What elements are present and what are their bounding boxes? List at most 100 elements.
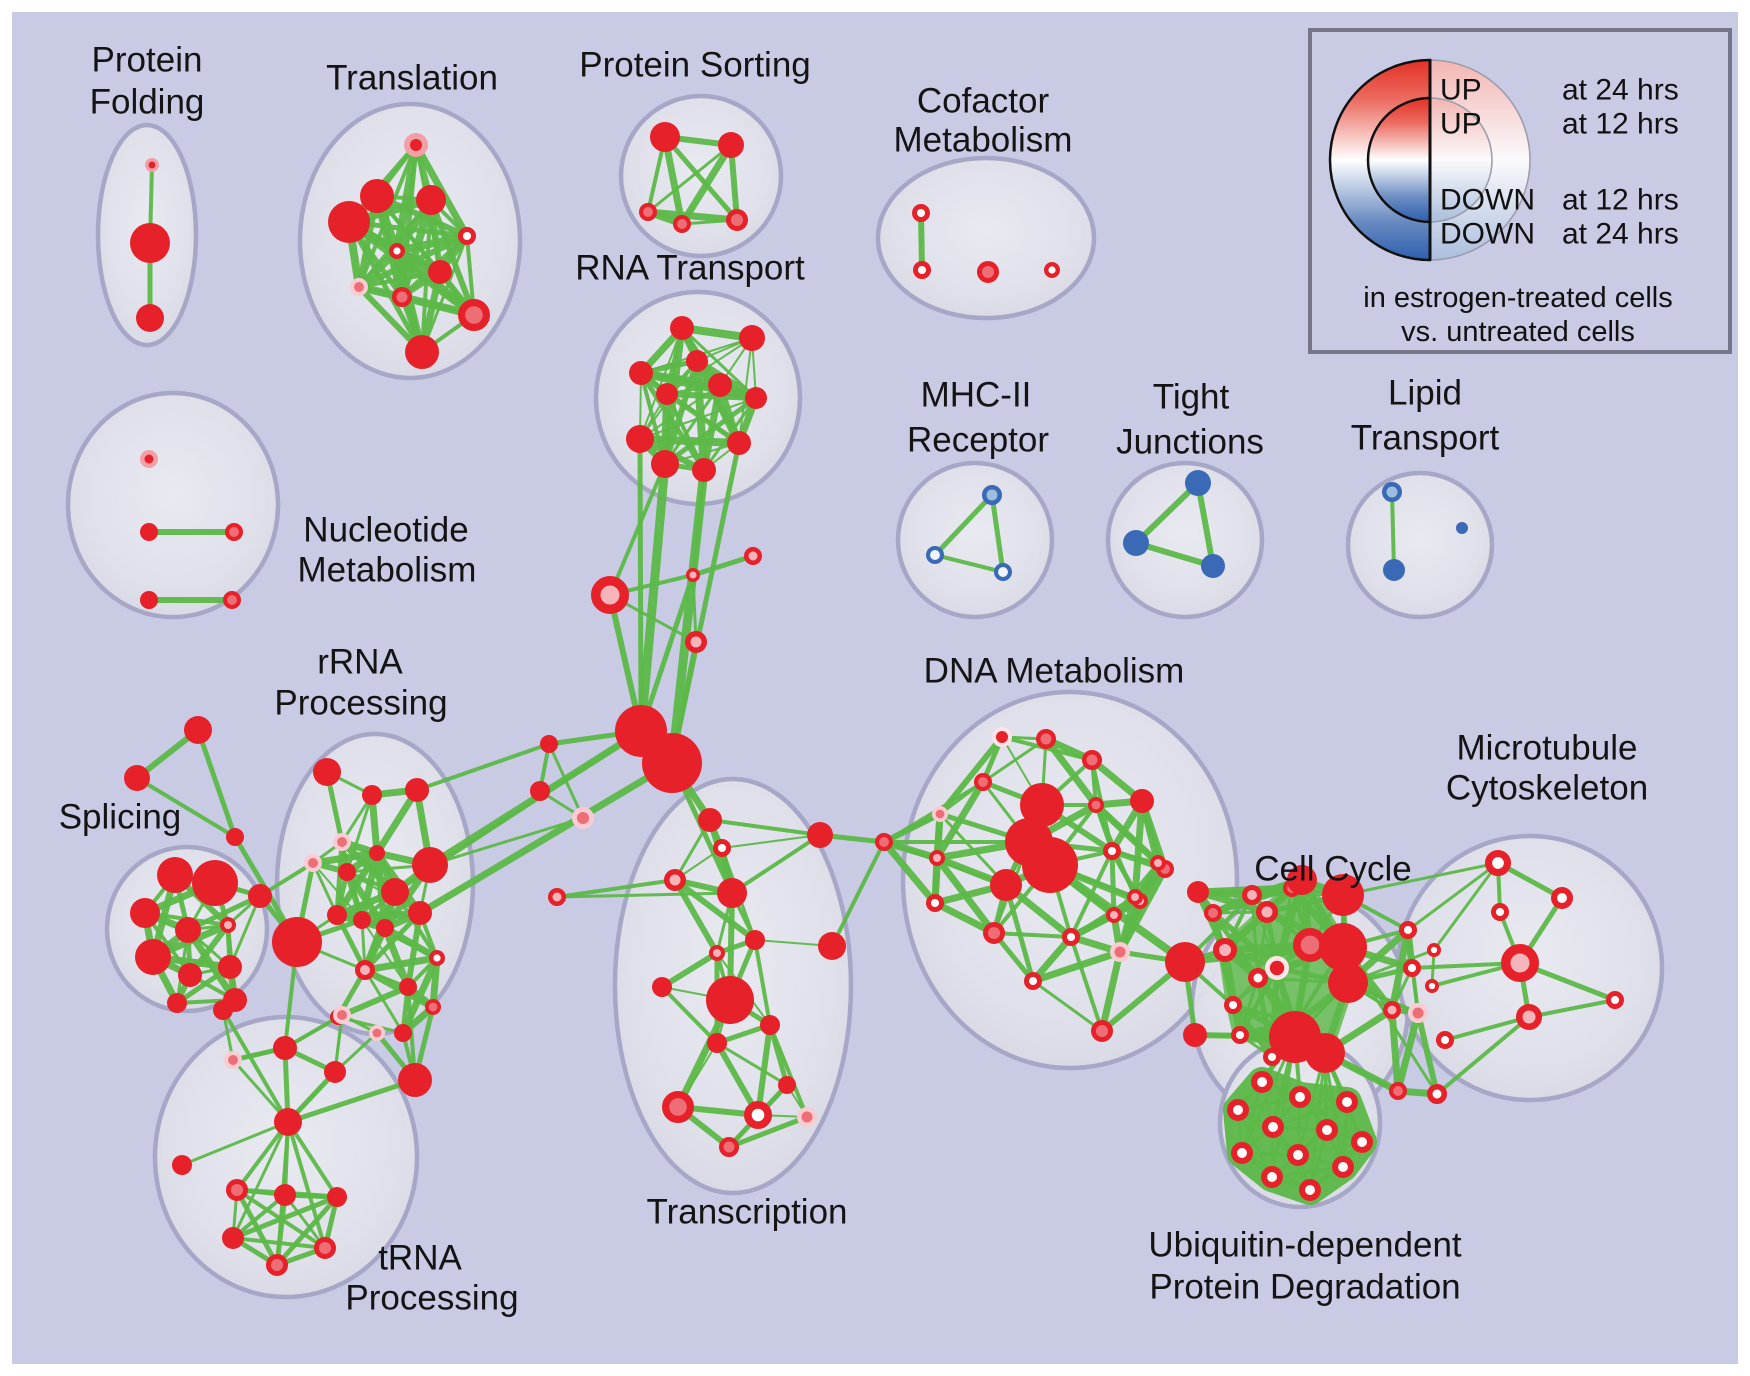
network-edge <box>180 1120 290 1167</box>
gene-node-c <box>1501 944 1539 982</box>
gene-node-s <box>248 884 272 908</box>
gene-node-c <box>686 568 700 582</box>
gene-node-s <box>416 185 446 215</box>
network-edge <box>1390 490 1396 572</box>
cluster-label-lipid-transport: Lipid <box>1388 374 1462 413</box>
network-edge <box>415 742 551 792</box>
gene-node-s <box>327 1187 347 1207</box>
network-edge <box>708 818 822 837</box>
gene-node-s <box>1022 837 1078 893</box>
gene-node-l <box>639 202 658 221</box>
network-edge <box>932 492 995 558</box>
gene-node-s <box>362 785 382 805</box>
cluster-label-rrna-processing: rRNA <box>317 643 403 682</box>
gene-node-s <box>313 758 341 786</box>
gene-node-s <box>706 976 754 1024</box>
gene-node-p <box>140 450 158 468</box>
gene-node-l <box>226 1178 249 1201</box>
gene-node-b <box>1201 554 1225 578</box>
network-edge <box>660 985 719 1045</box>
gene-node-w <box>1490 902 1509 921</box>
gene-node-l <box>1090 1019 1113 1042</box>
gene-node-s <box>192 860 238 906</box>
gene-node-s <box>1130 789 1154 813</box>
network-edge <box>1029 933 1075 985</box>
gene-node-c <box>220 917 236 933</box>
gene-node-s <box>626 425 654 453</box>
gene-node-s <box>274 1184 296 1206</box>
gene-node-l <box>661 1090 694 1123</box>
gene-node-s <box>272 917 322 967</box>
network-edge <box>931 899 998 937</box>
gene-node-s <box>140 591 158 609</box>
network-edge <box>644 208 741 224</box>
gene-node-s <box>990 869 1022 901</box>
network-edge <box>730 833 822 895</box>
gene-node-c <box>709 945 725 961</box>
cluster-label-translation: Translation <box>326 59 498 98</box>
network-edge <box>1415 1010 1440 1097</box>
gene-node-c <box>1106 907 1122 923</box>
gene-node-s <box>717 878 747 908</box>
gene-node-halo <box>571 806 594 829</box>
gene-node-c <box>591 576 629 614</box>
gene-node-s <box>167 993 187 1013</box>
gene-node-s <box>218 955 242 979</box>
gene-node-w <box>1230 1025 1249 1044</box>
gene-node-l <box>1036 729 1056 749</box>
network-edge <box>992 931 1073 939</box>
cluster-bubble-lipid-transport <box>1345 470 1495 620</box>
network-edge <box>767 1022 790 1088</box>
gene-node-s <box>778 1076 796 1094</box>
network-edge <box>1256 910 1269 980</box>
gene-node-w <box>925 893 944 912</box>
network-edge <box>286 1120 327 1250</box>
gene-node-s <box>405 335 439 369</box>
network-edge <box>195 727 238 840</box>
cluster-label-microtubule-cytoskeleton: Cytoskeleton <box>1446 769 1648 808</box>
gene-node-halo <box>332 1006 351 1025</box>
network-edge <box>918 210 925 273</box>
network-edge <box>672 877 758 943</box>
network-edge <box>428 816 585 867</box>
gene-node-w <box>1262 1116 1285 1139</box>
gene-node-s <box>650 122 680 152</box>
gene-node-w <box>1484 850 1511 877</box>
gene-node-s <box>226 828 244 846</box>
network-edge <box>1098 948 1124 1035</box>
gene-node-s <box>136 304 164 332</box>
network-edge <box>228 894 262 969</box>
legend-direction-label: UP <box>1440 108 1482 141</box>
network-edge <box>753 938 772 1027</box>
gene-node-w <box>458 227 477 246</box>
gene-node-s <box>629 361 653 385</box>
network-edge <box>882 840 1008 887</box>
gene-node-halo <box>797 1107 817 1127</box>
network-edge <box>989 492 1006 575</box>
gene-node-s <box>1322 874 1364 916</box>
gene-node-l <box>1088 796 1105 813</box>
legend-box <box>1308 28 1732 354</box>
gene-node-w <box>1605 990 1624 1009</box>
gene-node-s <box>408 901 432 925</box>
gene-node-w <box>1023 971 1042 990</box>
gene-node-s <box>642 733 702 793</box>
network-edge <box>334 912 368 973</box>
network-edge <box>555 878 677 899</box>
gene-node-c <box>1516 1004 1542 1030</box>
network-edge <box>672 877 720 956</box>
gene-node-s <box>353 911 371 929</box>
gene-node-c <box>1242 885 1262 905</box>
cluster-label-cell-cycle: Cell Cycle <box>1254 850 1412 889</box>
network-edge <box>286 1120 339 1199</box>
gene-node-s <box>376 919 394 937</box>
gene-node-w <box>1398 920 1417 939</box>
network-edge <box>381 924 412 991</box>
cluster-label-dna-metabolism: DNA Metabolism <box>924 652 1185 691</box>
cluster-label-mhc-ii-receptor: MHC-II <box>921 376 1032 415</box>
gene-node-s <box>172 1155 192 1175</box>
cluster-label-splicing: Splicing <box>59 798 182 837</box>
network-edge <box>361 954 441 974</box>
cluster-bubble-cofactor-metabolism <box>875 155 1097 321</box>
gene-node-w <box>743 1100 772 1129</box>
